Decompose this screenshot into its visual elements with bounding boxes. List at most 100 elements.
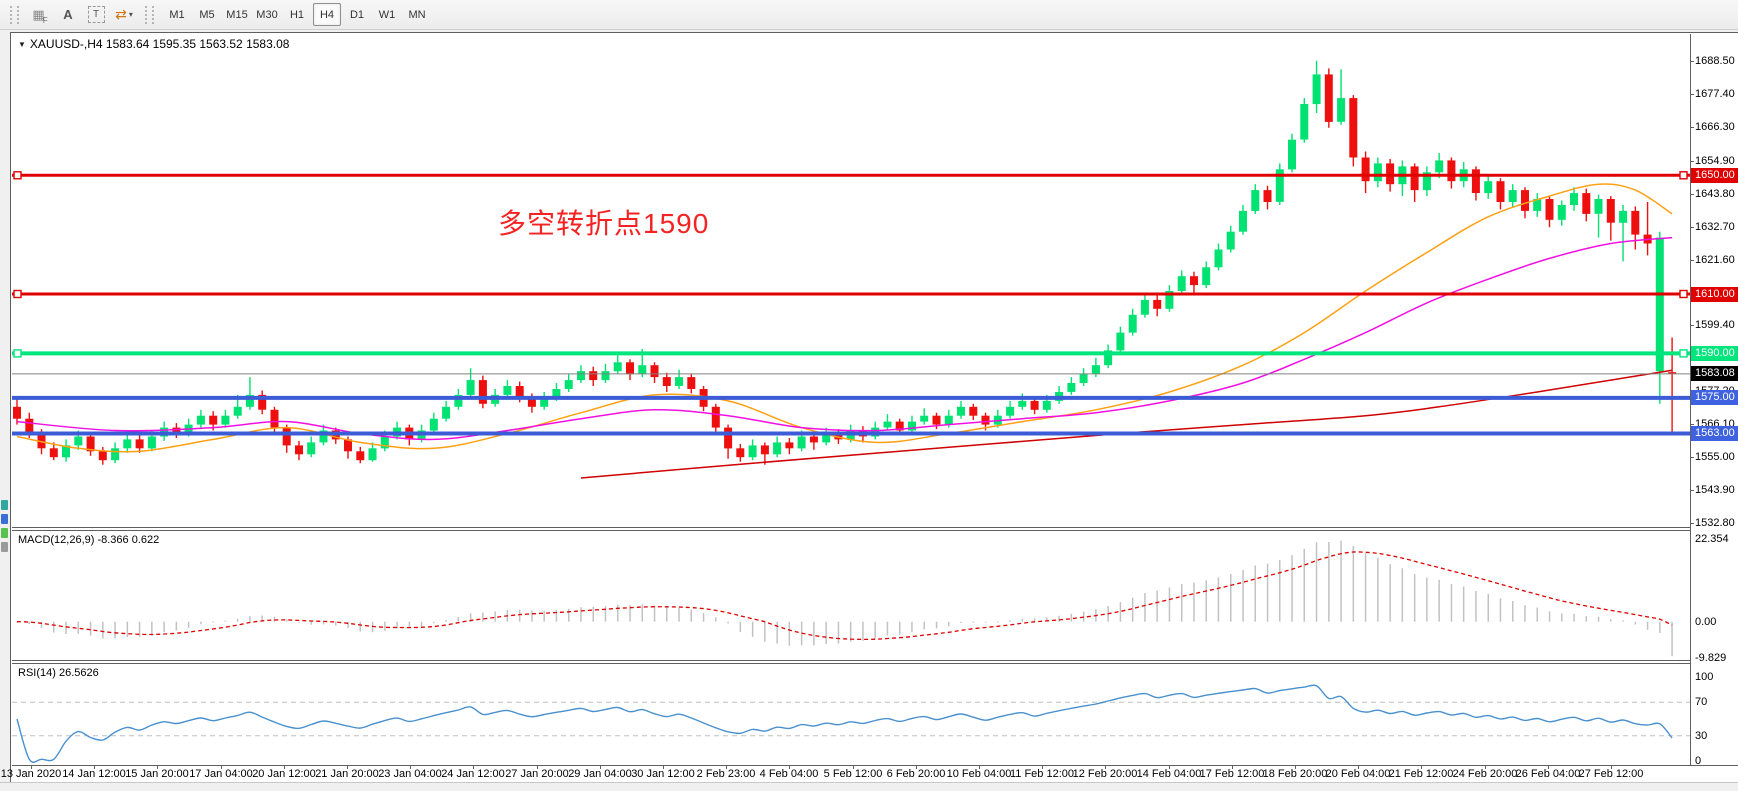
price-badge-1575.00: 1575.00 [1691, 390, 1738, 405]
time-axis-tick [1358, 765, 1359, 769]
timeframe-button-M15[interactable]: M15 [226, 8, 248, 21]
time-axis-label: 14 Feb 04:00 [1136, 768, 1202, 780]
indicators-grid-icon[interactable]: ▦F [32, 6, 47, 25]
time-axis-tick [410, 765, 411, 769]
ma-long-red [580, 369, 1673, 479]
price-badge-1563.00: 1563.00 [1691, 426, 1738, 441]
time-axis-tick [1421, 765, 1422, 769]
top-toolbar: ▦F A T ⇄ ▾ M1 M5 M15 M30 H1 H4 D1 W1 MN [0, 0, 1738, 30]
time-axis-label: 12 Feb 20:00 [1072, 768, 1138, 780]
time-axis-tick [1611, 765, 1612, 769]
rsi-axis-label: 0 [1695, 755, 1702, 767]
hline-handle[interactable] [1679, 289, 1688, 299]
axis-tick [1690, 61, 1694, 62]
pane-separator[interactable] [12, 660, 1738, 664]
axis-tick [1690, 490, 1694, 491]
macd-axis-label: -9.829 [1695, 652, 1727, 664]
time-axis-tick [1042, 765, 1043, 769]
chart-window: ▼ XAUUSD-,H4 1583.64 1595.35 1563.52 1583… [1, 32, 1738, 783]
arrange-arrows-icon[interactable]: ⇄ ▾ [115, 6, 133, 22]
time-axis-tick [979, 765, 980, 769]
time-axis-tick [1485, 765, 1486, 769]
rsi-axis-label: 70 [1695, 696, 1708, 708]
time-axis-label: 4 Feb 04:00 [759, 768, 819, 780]
axis-tick [1690, 325, 1694, 326]
axis-tick [1690, 94, 1694, 95]
time-axis-label: 24 Feb 20:00 [1452, 768, 1518, 780]
macd-label: MACD(12,26,9) -8.366 0.622 [18, 534, 160, 546]
time-axis-label: 14 Jan 12:00 [62, 768, 126, 780]
time-axis-tick [284, 765, 285, 769]
price-badge-1583.08: 1583.08 [1691, 366, 1738, 381]
price-axis-label: 1643.80 [1695, 188, 1735, 200]
time-axis-label: 17 Feb 12:00 [1199, 768, 1265, 780]
timeframe-button-D1[interactable]: D1 [349, 8, 365, 21]
main-price-pane[interactable] [12, 34, 1690, 527]
axis-tick [1690, 161, 1694, 162]
time-axis-line [12, 765, 1738, 766]
toolbar-grip[interactable] [10, 5, 19, 24]
timeframe-button-H1[interactable]: H1 [289, 8, 305, 21]
timeframe-button-MN[interactable]: MN [408, 8, 426, 21]
time-axis-tick [347, 765, 348, 769]
time-axis-label: 21 Feb 12:00 [1388, 768, 1454, 780]
time-axis-label: 27 Jan 20:00 [505, 768, 569, 780]
price-badge-1650.00: 1650.00 [1691, 168, 1738, 183]
time-axis-label: 24 Jan 12:00 [441, 768, 505, 780]
time-axis-tick [157, 765, 158, 769]
time-axis-label: 29 Jan 04:00 [568, 768, 632, 780]
time-axis-label: 18 Feb 20:00 [1262, 768, 1328, 780]
hline-handle[interactable] [13, 289, 22, 299]
time-axis-tick [31, 765, 32, 769]
timeframe-button-M1[interactable]: M1 [169, 8, 185, 21]
rsi-pane[interactable] [12, 664, 1690, 765]
ma-fast-orange [16, 183, 1673, 453]
price-axis[interactable]: 1688.50 1677.40 1666.30 1654.90 1643.80 1632.… [1690, 34, 1738, 767]
time-axis-tick [1232, 765, 1233, 769]
price-badge-1610.00: 1610.00 [1691, 287, 1738, 302]
timeframe-button-M5[interactable]: M5 [199, 8, 215, 21]
symbol-ohlc-header[interactable]: ▼ XAUUSD-,H4 1583.64 1595.35 1563.52 1583… [18, 37, 290, 51]
timeframe-button-M30[interactable]: M30 [256, 8, 278, 21]
hline-handle[interactable] [13, 171, 22, 180]
time-axis-label: 20 Feb 04:00 [1325, 768, 1391, 780]
macd-pane[interactable] [12, 531, 1690, 660]
rsi-label: RSI(14) 26.5626 [18, 667, 99, 679]
time-axis-label: 2 Feb 23:00 [696, 768, 756, 780]
chevron-down-icon: ▾ [128, 10, 133, 19]
time-axis[interactable]: 13 Jan 2020 14 Jan 12:00 15 Jan 20:00 17 Ja… [1, 765, 1738, 783]
docked-icon-teal [1, 500, 8, 510]
time-axis-label: 23 Jan 04:00 [378, 768, 442, 780]
price-axis-label: 1677.40 [1695, 88, 1735, 100]
axis-tick [1690, 457, 1694, 458]
text-label-icon[interactable]: A [63, 7, 73, 22]
time-axis-tick [473, 765, 474, 769]
price-axis-label: 1666.30 [1695, 121, 1735, 133]
axis-tick [1690, 424, 1694, 425]
price-axis-label: 1632.70 [1695, 221, 1735, 233]
timeframe-toolbar-grip[interactable] [145, 5, 154, 24]
time-axis-label: 10 Feb 04:00 [946, 768, 1012, 780]
time-axis-label: 17 Jan 04:00 [189, 768, 253, 780]
time-axis-tick [789, 765, 790, 769]
time-axis-label: 11 Feb 12:00 [1009, 768, 1075, 780]
price-axis-label: 1532.80 [1695, 517, 1735, 529]
price-axis-label: 1621.60 [1695, 254, 1735, 266]
time-axis-tick [853, 765, 854, 769]
time-axis-label: 26 Feb 04:00 [1515, 768, 1581, 780]
hline-handle[interactable] [13, 349, 22, 358]
macd-axis-label: 0.00 [1695, 616, 1717, 628]
timeframe-button-W1[interactable]: W1 [378, 8, 396, 21]
timeframe-button-H4[interactable]: H4 [313, 3, 341, 26]
price-badge-1590.00: 1590.00 [1691, 346, 1738, 361]
time-axis-label: 5 Feb 12:00 [823, 768, 883, 780]
text-box-icon[interactable]: T [83, 3, 109, 27]
pane-separator[interactable] [12, 527, 1738, 531]
time-axis-label: 13 Jan 2020 [0, 768, 62, 780]
hline-handle[interactable] [1679, 171, 1688, 180]
chart-text-annotation[interactable]: 多空转折点1590 [498, 208, 710, 239]
hline-handle[interactable] [1679, 349, 1688, 358]
time-axis-tick [1295, 765, 1296, 769]
time-axis-tick [1548, 765, 1549, 769]
time-axis-label: 15 Jan 20:00 [125, 768, 189, 780]
